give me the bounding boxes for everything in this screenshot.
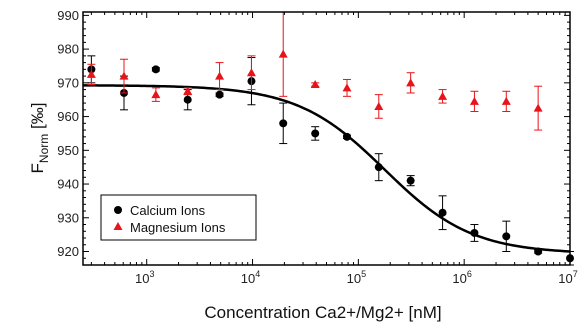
y-tick-label: 980 [57, 42, 79, 57]
magnesium-point [310, 80, 320, 89]
magnesium-point [342, 83, 352, 92]
x-axis-title: Concentration Ca2+/Mg2+ [nM] [204, 303, 441, 322]
x-tick-label-exponent: 6 [467, 269, 472, 279]
calcium-point [215, 90, 224, 99]
x-tick-label-base: 10 [135, 271, 149, 286]
y-tick-label: 930 [57, 210, 79, 225]
x-tick-label-exponent: 7 [573, 269, 578, 279]
y-tick-label: 920 [57, 244, 79, 259]
magnesium-point [469, 96, 479, 105]
magnesium-point [119, 71, 129, 80]
magnesium-point [151, 90, 161, 99]
data-marks-layer [86, 11, 574, 266]
magnesium-point [246, 68, 256, 77]
y-tick-label: 990 [57, 8, 79, 23]
magnesium-point [501, 96, 511, 105]
calcium-fit-curve [82, 84, 571, 253]
x-tick-label-base: 10 [558, 271, 572, 286]
calcium-point [311, 129, 320, 138]
magnesium-point [374, 101, 384, 110]
legend-box [100, 194, 257, 241]
calcium-point [406, 176, 415, 185]
y-axis-title: FNorm [‰] [28, 103, 51, 174]
legend: Calcium Ions Magnesium Ions [100, 194, 257, 241]
x-tick-label-exponent: 5 [361, 269, 366, 279]
x-tick-label: 103 [135, 269, 154, 286]
calcium-point [470, 228, 479, 237]
legend-calcium-label: Calcium Ions [130, 203, 206, 218]
magnesium-point [533, 103, 543, 112]
y-tick-label: 940 [57, 177, 79, 192]
calcium-point [183, 95, 192, 104]
fit-curve-layer [82, 84, 571, 253]
y-axis-title-main: F [28, 163, 47, 173]
magnesium-point [215, 71, 225, 80]
x-tick-label-base: 10 [241, 271, 255, 286]
magnesium-point [406, 78, 416, 87]
y-tick-label: 970 [57, 75, 79, 90]
x-tick-label: 104 [241, 269, 260, 286]
calcium-point [151, 65, 160, 74]
calcium-point [374, 163, 383, 172]
x-tick-label-base: 10 [452, 271, 466, 286]
x-tick-label: 106 [452, 269, 471, 286]
calcium-point [438, 208, 447, 217]
calcium-point [279, 119, 288, 128]
legend-magnesium-marker [113, 222, 123, 230]
magnesium-point [438, 91, 448, 100]
magnesium-point [86, 69, 96, 78]
x-tick-label-exponent: 3 [149, 269, 154, 279]
x-tick-label-exponent: 4 [255, 269, 260, 279]
legend-magnesium-label: Magnesium Ions [130, 220, 226, 235]
x-tick-label: 105 [347, 269, 366, 286]
x-tick-label-base: 10 [347, 271, 361, 286]
y-axis-title-unit: [‰] [28, 103, 47, 134]
calcium-point [502, 232, 511, 241]
calcium-point [342, 132, 351, 141]
magnesium-point [278, 49, 288, 58]
x-tick-label: 107 [558, 269, 577, 286]
legend-calcium-marker [114, 206, 122, 214]
y-axis-title-sub: Norm [37, 134, 51, 163]
y-tick-label: 960 [57, 109, 79, 124]
y-tick-label: 950 [57, 143, 79, 158]
calcium-point [534, 247, 543, 256]
magnesium-point [183, 86, 193, 95]
